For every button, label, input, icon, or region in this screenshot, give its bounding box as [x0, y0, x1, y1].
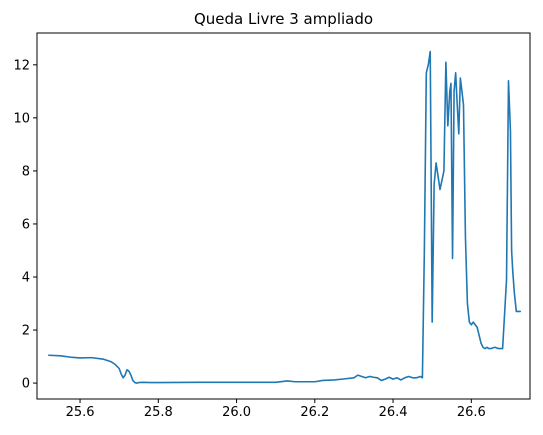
x-tick-label: 26.2 — [300, 405, 329, 420]
x-tick-label: 26.0 — [222, 405, 251, 420]
chart-title: Queda Livre 3 ampliado — [194, 10, 373, 28]
x-tick-label: 26.6 — [457, 405, 486, 420]
plot-frame — [36, 32, 531, 400]
y-tick-label: 12 — [13, 58, 30, 73]
x-tick-label: 25.6 — [66, 405, 95, 420]
y-tick-label: 8 — [22, 164, 30, 179]
y-tick-label: 6 — [22, 217, 30, 232]
series-line-0 — [47, 50, 522, 384]
y-tick-label: 10 — [13, 111, 30, 126]
y-tick-label: 4 — [22, 271, 30, 286]
x-tick-label: 25.8 — [144, 405, 173, 420]
y-tick-label: 2 — [22, 324, 30, 339]
y-tick-label: 0 — [22, 377, 30, 392]
x-tick-label: 26.4 — [379, 405, 408, 420]
x-axis: 25.6 25.8 26.0 26.2 26.4 26.6 — [66, 399, 486, 420]
y-axis: 0 2 4 6 8 10 12 — [13, 58, 37, 392]
plot-area — [47, 50, 522, 384]
